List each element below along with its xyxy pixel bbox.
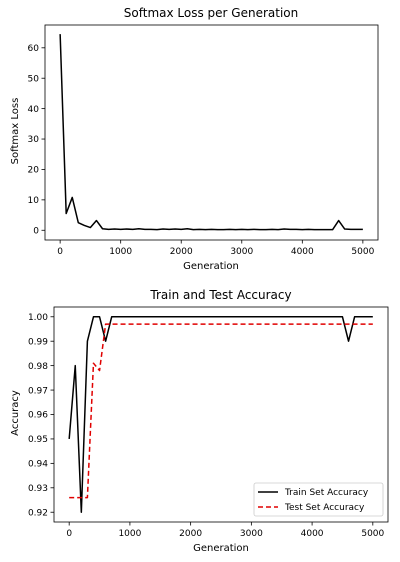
accuracy-ytick-label: 0.93 bbox=[28, 484, 48, 494]
accuracy-xtick-label: 5000 bbox=[361, 529, 384, 539]
accuracy-xtick-label: 0 bbox=[66, 529, 72, 539]
accuracy-series-1-line bbox=[69, 323, 373, 499]
loss-ytick-label: 0 bbox=[33, 226, 39, 236]
loss-ytick-label: 50 bbox=[28, 74, 40, 84]
loss-series-0-line bbox=[59, 34, 363, 231]
accuracy-ytick-label: 0.96 bbox=[28, 411, 48, 421]
accuracy-xtick-label: 3000 bbox=[240, 529, 263, 539]
loss-xtick-label: 3000 bbox=[230, 247, 253, 257]
loss-ytick-label: 60 bbox=[28, 44, 40, 54]
loss-ytick-label: 40 bbox=[28, 105, 40, 115]
loss-chart-series-group bbox=[59, 34, 363, 231]
accuracy-ytick-label: 1.00 bbox=[28, 313, 48, 323]
loss-chart: Softmax Loss per Generation Generation S… bbox=[10, 6, 379, 272]
accuracy-ytick-label: 0.99 bbox=[28, 337, 48, 347]
legend-label-test: Test Set Accuracy bbox=[284, 503, 365, 513]
loss-xtick-label: 1000 bbox=[109, 247, 132, 257]
loss-chart-xlabel: Generation bbox=[183, 261, 239, 272]
accuracy-chart-ticks: 0 1000 2000 3000 4000 5000 0.92 0.93 0.94 0.95 0.9… bbox=[28, 313, 385, 539]
loss-chart-ticks: 0 1000 2000 3000 4000 5000 0 10 20 30 40 50 60 bbox=[28, 44, 375, 257]
accuracy-chart: Train and Test Accuracy Generation Accur… bbox=[10, 288, 389, 554]
accuracy-chart-plot-frame bbox=[53, 306, 389, 523]
loss-xtick-label: 2000 bbox=[170, 247, 193, 257]
accuracy-chart-legend: Train Set Accuracy Test Set Accuracy bbox=[253, 482, 384, 517]
accuracy-chart-ylabel: Accuracy bbox=[10, 390, 21, 436]
accuracy-ytick-label: 0.94 bbox=[28, 460, 48, 470]
accuracy-ytick-label: 0.97 bbox=[28, 386, 48, 396]
accuracy-ytick-label: 0.92 bbox=[28, 508, 48, 518]
loss-chart-ylabel: Softmax Loss bbox=[10, 98, 21, 165]
accuracy-ytick-label: 0.95 bbox=[28, 435, 48, 445]
loss-xtick-label: 4000 bbox=[291, 247, 314, 257]
accuracy-chart-series-group bbox=[68, 316, 373, 513]
loss-ytick-label: 10 bbox=[28, 196, 40, 206]
accuracy-chart-xlabel: Generation bbox=[193, 543, 249, 554]
loss-chart-title: Softmax Loss per Generation bbox=[124, 6, 298, 20]
legend-label-train: Train Set Accuracy bbox=[284, 488, 369, 498]
loss-ytick-label: 30 bbox=[28, 135, 40, 145]
accuracy-xtick-label: 2000 bbox=[179, 529, 202, 539]
accuracy-ytick-label: 0.98 bbox=[28, 362, 48, 372]
accuracy-chart-title: Train and Test Accuracy bbox=[149, 288, 291, 302]
accuracy-series-0-line bbox=[68, 316, 373, 513]
legend-box bbox=[253, 482, 384, 517]
loss-xtick-label: 5000 bbox=[351, 247, 374, 257]
loss-ytick-label: 20 bbox=[28, 166, 40, 176]
loss-xtick-label: 0 bbox=[57, 247, 63, 257]
accuracy-xtick-label: 4000 bbox=[301, 529, 324, 539]
accuracy-xtick-label: 1000 bbox=[118, 529, 141, 539]
loss-chart-plot-frame bbox=[44, 24, 379, 241]
